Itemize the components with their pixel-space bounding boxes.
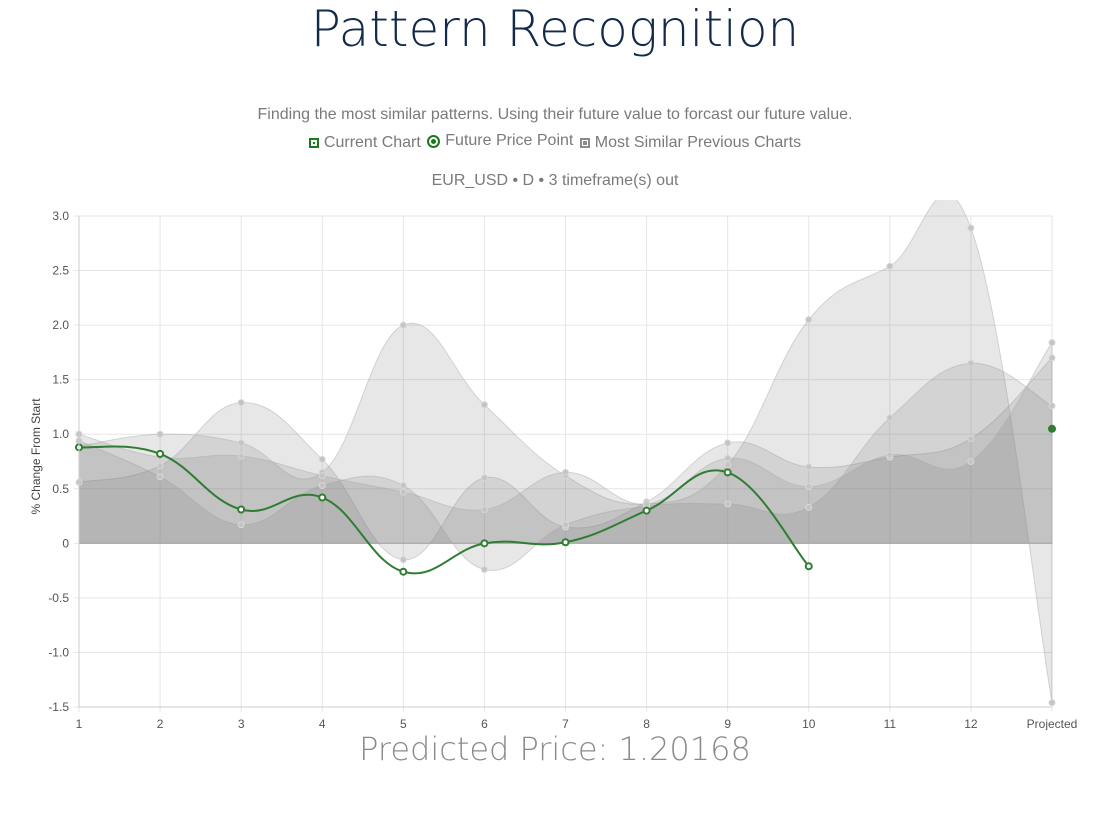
x-tick-label: Projected: [1027, 717, 1078, 730]
current-chart-point: [318, 493, 327, 502]
similar-chart-area: [78, 340, 1053, 544]
x-tick-label: 11: [884, 717, 897, 730]
legend-item-future[interactable]: Future Price Point: [427, 132, 573, 150]
legend-item-current[interactable]: Current Chart: [308, 133, 421, 152]
y-tick-label: 2.0: [52, 318, 69, 332]
similar-chart-point: [643, 500, 651, 508]
current-chart-point: [804, 562, 813, 571]
y-tick-label: 0.5: [52, 482, 69, 496]
similar-chart-point: [1048, 699, 1056, 707]
similar-chart-point: [237, 452, 245, 460]
similar-chart-area: [78, 200, 1053, 703]
y-tick-label: 1.0: [52, 427, 69, 441]
x-tick-label: 12: [964, 717, 978, 730]
current-chart-point: [480, 539, 489, 548]
x-tick-label: 5: [400, 717, 407, 730]
similar-chart-point: [156, 430, 164, 438]
similar-chart-point: [967, 458, 975, 465]
x-tick-label: 1: [76, 717, 83, 730]
similar-chart-point: [156, 473, 164, 481]
x-tick-label: 6: [481, 717, 488, 730]
x-tick-label: 7: [562, 717, 569, 730]
y-tick-label: 0: [62, 536, 69, 550]
current-chart-path: [78, 445, 810, 575]
x-tick-label: 10: [802, 717, 816, 730]
legend-item-similar[interactable]: Most Similar Previous Charts: [579, 133, 802, 152]
similar-chart-point: [1048, 402, 1056, 410]
future-point-swatch-icon: [427, 134, 441, 148]
similar-chart-point: [399, 482, 407, 490]
similar-chart-point: [318, 472, 326, 480]
x-tick-label: 4: [319, 717, 326, 730]
legend-label-current: Current Chart: [323, 133, 421, 151]
similar-chart-point: [237, 521, 245, 529]
similar-chart-point: [886, 262, 894, 270]
chart-meta: EUR_USD • D • 3 timeframe(s) out: [431, 172, 679, 189]
chart-axes: 1 2 3 4 5 6 7 8 9 10 11 12 Projected3.02.52.01.51.00…: [48, 209, 1077, 730]
similar-chart-point: [967, 435, 975, 443]
similar-chart-point: [480, 474, 488, 482]
current-chart-swatch-icon: [308, 137, 319, 148]
current-chart-point: [399, 567, 408, 576]
similar-chart-point: [1048, 354, 1056, 362]
similar-chart-point: [1048, 339, 1056, 347]
similar-chart-point: [805, 483, 813, 491]
similar-chart-point: [805, 503, 813, 511]
pattern-chart: 1 2 3 4 5 6 7 8 9 10 11 12 Projected3.02.52.01.51.00…: [29, 200, 1077, 730]
similar-chart-point: [724, 439, 732, 447]
similar-chart-point: [480, 506, 488, 514]
x-tick-label: 8: [643, 717, 650, 730]
similar-chart-point: [318, 455, 326, 463]
similar-chart-point: [237, 439, 245, 447]
y-axis-label: % Change From Start: [29, 398, 43, 515]
similar-chart-point: [399, 321, 407, 329]
similar-chart-points: [75, 224, 1056, 707]
current-chart-point: [237, 505, 246, 514]
similar-chart-point: [805, 316, 813, 324]
current-chart-point: [156, 449, 165, 458]
similar-chart-point: [967, 359, 975, 367]
chart-legend: Current Chart Future Price Point Most Si…: [0, 132, 1110, 153]
y-tick-label: 1.5: [52, 373, 69, 387]
x-tick-label: 9: [724, 717, 731, 730]
future-price-point: [1048, 424, 1056, 433]
similar-chart-point: [480, 566, 488, 574]
current-chart-point: [723, 468, 732, 477]
current-chart-point: [642, 506, 651, 515]
similar-chart-point: [724, 461, 732, 469]
similar-chart-point: [886, 451, 894, 459]
similar-chart-point: [237, 399, 245, 407]
current-chart-point: [561, 538, 570, 547]
x-tick-label: 2: [157, 717, 164, 730]
similar-chart-point: [399, 488, 407, 496]
similar-chart-point: [399, 556, 407, 564]
y-tick-label: 2.5: [52, 264, 69, 278]
similar-chart-point: [805, 463, 813, 471]
similar-chart-point: [967, 224, 975, 232]
similar-chart-point: [318, 482, 326, 490]
legend-label-similar: Most Similar Previous Charts: [594, 133, 802, 151]
similar-charts-swatch-icon: [579, 137, 590, 148]
legend-label-future: Future Price Point: [445, 132, 574, 149]
chart-subtitle: Finding the most similar patterns. Using…: [257, 106, 853, 123]
y-tick-label: 3.0: [52, 209, 69, 223]
x-tick-label: 3: [238, 717, 245, 730]
similar-chart-point: [562, 468, 569, 476]
page-title: Pattern Recognition: [310, 0, 800, 58]
similar-chart-point: [886, 414, 894, 422]
similar-chart-point: [156, 462, 164, 470]
y-tick-label: -1.0: [48, 645, 69, 659]
predicted-price: Predicted Price: 1.20168: [359, 730, 751, 768]
similar-chart-point: [724, 454, 732, 462]
y-tick-label: -1.5: [48, 700, 69, 714]
current-chart-line: [75, 424, 1056, 576]
y-tick-label: -0.5: [48, 591, 69, 605]
similar-chart-point: [562, 521, 569, 529]
similar-chart-point: [480, 401, 488, 409]
similar-chart-point: [724, 500, 732, 508]
